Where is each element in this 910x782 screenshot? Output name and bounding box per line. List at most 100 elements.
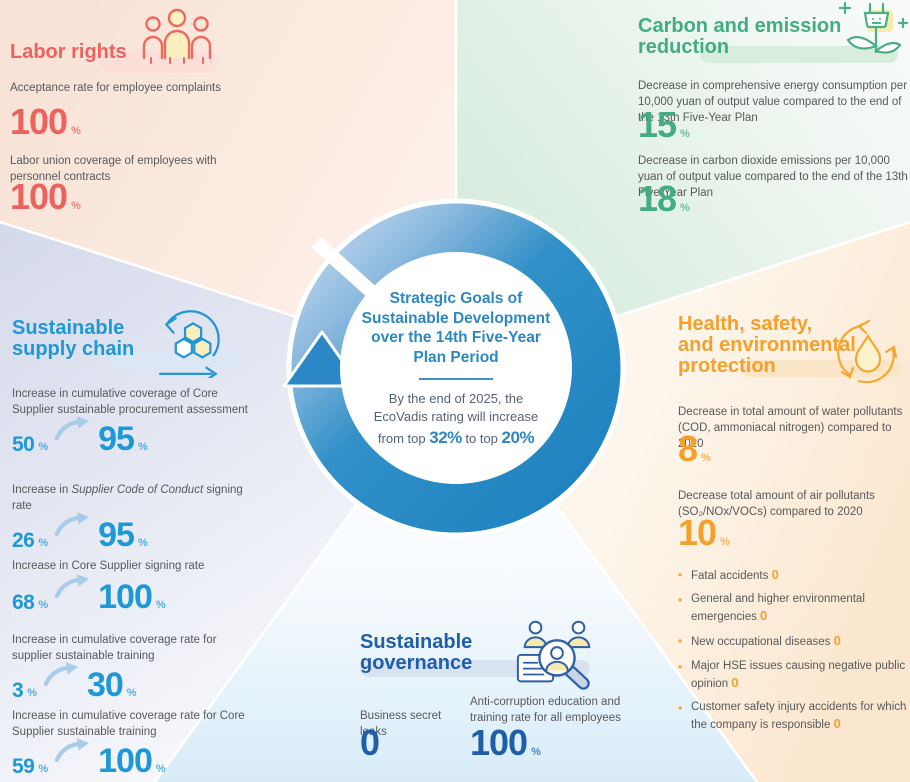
metric-to: 95	[98, 420, 135, 459]
health-title: Health, safety, and environmental protec…	[678, 314, 856, 377]
label-segment-italic: Supplier Code of Conduct	[71, 484, 204, 496]
center-to-value: 20%	[501, 428, 535, 448]
center-goal-panel: Strategic Goals of Sustainable Developme…	[336, 289, 576, 450]
health-target-list: • Fatal accidents 0 • General and higher e…	[678, 566, 910, 740]
metric-unit: %	[38, 441, 49, 453]
center-subtitle: By the end of 2025, the EcoVadis rating …	[336, 390, 576, 450]
metric-unit: %	[720, 535, 730, 548]
metric-unit: %	[680, 127, 690, 140]
bullet-dot-icon: •	[678, 659, 683, 674]
metric-unit: %	[680, 201, 690, 214]
bullet-value: 0	[833, 716, 841, 732]
bullet-dot-icon: •	[678, 700, 683, 715]
supply-metric-label: Increase in Supplier Code of Conduct sig…	[12, 482, 257, 514]
labor-metric-value: 100 %	[10, 176, 81, 217]
center-subtitle-to-label: to top	[465, 431, 498, 447]
metric-unit: %	[38, 763, 49, 775]
section-labor-rights: Labor rights Acceptance rate for employe…	[10, 0, 310, 230]
trend-up-arrow-icon	[54, 416, 90, 441]
supply-title-line: Sustainable	[12, 317, 125, 339]
metric-number: 100	[470, 722, 528, 763]
metric-number: 18	[638, 178, 677, 219]
health-metric-label: Decrease in total amount of water pollut…	[678, 406, 903, 451]
bullet-value: 0	[731, 674, 739, 690]
health-metric-value: 10 %	[678, 512, 730, 553]
center-subtitle-line: EcoVadis rating will increase	[373, 409, 539, 425]
supply-metric-label: Increase in Core Supplier signing rate	[12, 560, 205, 572]
bullet-value: 0	[771, 567, 779, 582]
health-title-line: protection	[678, 355, 776, 377]
center-title-line: Plan Period	[413, 348, 499, 366]
supply-metric-label: Increase in cumulative coverage of Core …	[12, 388, 248, 417]
section-sustainable-governance: Sustainable governance Business secret l…	[358, 620, 650, 782]
supply-metric-label: Increase in cumulative coverage rate for…	[12, 710, 245, 739]
carbon-title-line: Carbon and emission	[638, 15, 842, 37]
health-target-item: • Major HSE issues causing negative publi…	[678, 658, 910, 692]
health-target-item: • Customer safety injury accidents for wh…	[678, 699, 910, 733]
metric-number: 100	[10, 101, 68, 142]
metric-number: 10	[678, 512, 717, 553]
center-title-line: Strategic Goals of	[389, 290, 523, 307]
metric-from: 50	[12, 433, 35, 457]
metric-to: 30	[86, 666, 124, 705]
governance-title: Sustainable governance	[360, 632, 472, 674]
metric-unit: %	[71, 199, 81, 212]
metric-unit: %	[27, 687, 37, 699]
metric-from: 3	[12, 679, 24, 703]
bullet-text: Major HSE issues causing negative public…	[691, 659, 906, 690]
supply-metric-value: 3 % 30 %	[12, 662, 137, 705]
metric-unit: %	[137, 441, 148, 453]
bullet-text: Customer safety injury accidents for whi…	[691, 700, 907, 732]
bullet-text: Fatal accidents	[691, 570, 769, 582]
metric-unit: %	[701, 451, 711, 464]
metric-unit: %	[137, 537, 148, 549]
supply-metric-label: Increase in cumulative coverage rate for…	[12, 634, 217, 663]
metric-unit: %	[71, 124, 81, 137]
labor-title-text: Labor rights	[10, 41, 127, 63]
metric-unit: %	[155, 599, 166, 611]
supply-metric-value: 50 % 95 %	[12, 416, 148, 459]
governance-metric-value: 100 %	[470, 722, 541, 763]
center-from-value: 32%	[429, 428, 462, 448]
supply-title-line: supply chain	[12, 338, 135, 360]
magnifier-people-icon	[516, 620, 591, 690]
metric-unit: %	[126, 687, 137, 699]
people-group-icon	[142, 8, 212, 64]
metric-number: 8	[678, 428, 698, 469]
health-metric-value: 8 %	[678, 428, 711, 469]
metric-unit: %	[155, 763, 166, 775]
section-sustainable-supply-chain: Sustainable supply chain Increase in cum…	[12, 310, 324, 782]
carbon-title-pill	[700, 46, 898, 63]
carbon-title-line: reduction	[638, 36, 730, 58]
supply-metric-value: 59 % 100 %	[12, 738, 166, 779]
bullet-value: 0	[833, 633, 841, 649]
metric-unit: %	[38, 599, 49, 611]
plug-leaf-icon	[838, 1, 909, 54]
supply-metric-value: 26 % 95 %	[12, 512, 148, 552]
bullet-text: General and higher environmental emergen…	[691, 593, 865, 624]
governance-title-line: governance	[360, 652, 473, 674]
bullet-dot-icon: •	[678, 593, 683, 608]
health-target-item: • New occupational diseases 0	[678, 632, 910, 650]
label-segment: Increase in	[12, 484, 72, 496]
supply-title: Sustainable supply chain	[12, 318, 134, 360]
center-title-line: over the 14th Five-Year	[371, 329, 541, 347]
health-title-line: Health, safety,	[678, 313, 813, 335]
metric-from: 68	[12, 591, 35, 615]
labor-metric-label: Acceptance rate for employee complaints	[10, 82, 221, 94]
metric-from: 59	[12, 755, 35, 779]
metric-number: 0	[360, 722, 380, 763]
section-carbon-reduction: Carbon and emission reduction Decrease i…	[638, 0, 910, 230]
hexagon-cycle-icon	[159, 310, 220, 378]
center-divider	[419, 378, 493, 381]
labor-title: Labor rights	[10, 42, 127, 63]
carbon-title: Carbon and emission reduction	[638, 16, 841, 58]
metric-unit: %	[531, 745, 541, 758]
center-title: Strategic Goals of Sustainable Developme…	[336, 289, 576, 367]
health-target-item: • General and higher environmental emerge…	[678, 591, 910, 625]
carbon-metric-value: 18 %	[638, 178, 690, 219]
governance-metric-value: 0	[360, 722, 380, 763]
center-subtitle-line: By the end of 2025, the	[388, 391, 524, 407]
metric-number: 100	[10, 176, 68, 217]
